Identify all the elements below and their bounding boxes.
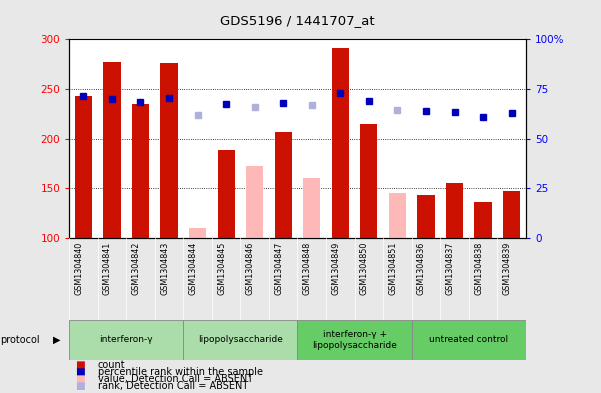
Bar	[189, 228, 206, 238]
Bar	[103, 62, 121, 238]
Bar	[275, 132, 292, 238]
Text: percentile rank within the sample: percentile rank within the sample	[98, 367, 263, 377]
Bar	[69, 320, 183, 360]
Text: GSM1304845: GSM1304845	[217, 242, 226, 295]
Text: GSM1304841: GSM1304841	[103, 242, 112, 295]
Text: GSM1304848: GSM1304848	[303, 242, 312, 295]
Bar	[360, 124, 377, 238]
Text: GSM1304849: GSM1304849	[331, 242, 340, 295]
Text: ▶: ▶	[53, 335, 60, 345]
Text: GSM1304850: GSM1304850	[360, 242, 369, 295]
Text: ■: ■	[75, 367, 85, 377]
Text: GSM1304842: GSM1304842	[132, 242, 141, 295]
Bar	[503, 191, 520, 238]
Bar	[332, 48, 349, 238]
Text: GDS5196 / 1441707_at: GDS5196 / 1441707_at	[220, 14, 375, 27]
Text: GSM1304837: GSM1304837	[445, 242, 454, 295]
Bar	[132, 104, 149, 238]
Bar	[412, 320, 526, 360]
Text: GSM1304840: GSM1304840	[75, 242, 84, 295]
Text: protocol: protocol	[1, 335, 40, 345]
Bar	[246, 166, 263, 238]
Bar	[297, 320, 412, 360]
Text: GSM1304836: GSM1304836	[417, 242, 426, 295]
Text: GSM1304851: GSM1304851	[388, 242, 397, 295]
Text: GSM1304846: GSM1304846	[246, 242, 255, 295]
Text: GSM1304844: GSM1304844	[189, 242, 198, 295]
Bar	[183, 320, 297, 360]
Text: rank, Detection Call = ABSENT: rank, Detection Call = ABSENT	[98, 381, 248, 391]
Text: GSM1304843: GSM1304843	[160, 242, 169, 295]
Text: GSM1304839: GSM1304839	[502, 242, 511, 295]
Text: ■: ■	[75, 374, 85, 384]
Text: ■: ■	[75, 381, 85, 391]
Bar	[446, 183, 463, 238]
Text: ■: ■	[75, 360, 85, 370]
Text: interferon-γ: interferon-γ	[99, 336, 153, 344]
Text: lipopolysaccharide: lipopolysaccharide	[198, 336, 283, 344]
Text: GSM1304847: GSM1304847	[274, 242, 283, 295]
Bar	[389, 193, 406, 238]
Text: GSM1304838: GSM1304838	[474, 242, 483, 295]
Text: interferon-γ +
lipopolysaccharide: interferon-γ + lipopolysaccharide	[312, 330, 397, 350]
Bar	[304, 178, 320, 238]
Bar	[417, 195, 435, 238]
Bar	[160, 63, 178, 238]
Text: untreated control: untreated control	[429, 336, 508, 344]
Bar	[75, 96, 92, 238]
Text: count: count	[98, 360, 126, 370]
Bar	[218, 151, 234, 238]
Text: value, Detection Call = ABSENT: value, Detection Call = ABSENT	[98, 374, 253, 384]
Bar	[475, 202, 492, 238]
